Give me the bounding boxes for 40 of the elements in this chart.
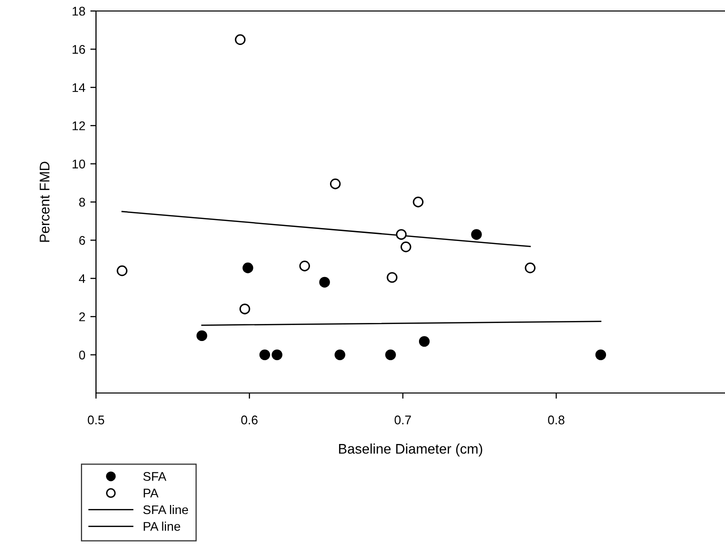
y-tick-label: 16 — [72, 45, 86, 54]
point — [116, 265, 128, 276]
point — [412, 196, 424, 208]
legend-label: SFA — [143, 472, 166, 481]
y-tick-label: 4 — [78, 274, 86, 283]
y-tick-label: 6 — [79, 236, 86, 245]
point — [242, 262, 254, 274]
y-tick-label: 10 — [72, 160, 86, 168]
point — [386, 272, 398, 283]
x-tick-label: 0.7 — [394, 416, 411, 424]
point — [234, 34, 246, 46]
x-axis-title: Baseline Diameter (cm) — [339, 444, 482, 456]
point — [259, 349, 270, 360]
x-tick-label: 0.6 — [241, 416, 258, 424]
y-tick-label: 18 — [72, 6, 86, 16]
point — [239, 304, 250, 314]
x-tick-label: 0.5 — [88, 416, 104, 424]
point — [524, 262, 536, 274]
y-tick-label: 8 — [79, 198, 86, 207]
y-tick-label: 12 — [72, 121, 85, 130]
legend-label: SFA line — [143, 504, 188, 514]
point — [400, 242, 412, 252]
point — [471, 229, 482, 240]
point — [385, 349, 396, 360]
x-tick-label: 0.8 — [548, 416, 564, 424]
point — [330, 178, 341, 190]
point — [396, 229, 407, 240]
point — [319, 276, 330, 288]
y-tick-label: 2 — [79, 312, 85, 322]
point — [334, 349, 346, 360]
y-tick-label: 14 — [72, 83, 86, 92]
y-axis-title: Percent FMD — [40, 162, 50, 242]
y-tick-label: 0 — [79, 350, 86, 360]
point — [418, 336, 430, 347]
legend-label: PA — [144, 488, 158, 498]
point — [272, 349, 282, 360]
point — [299, 260, 310, 272]
legend-label: PA line — [144, 522, 180, 531]
point — [196, 330, 208, 342]
point — [595, 349, 606, 360]
